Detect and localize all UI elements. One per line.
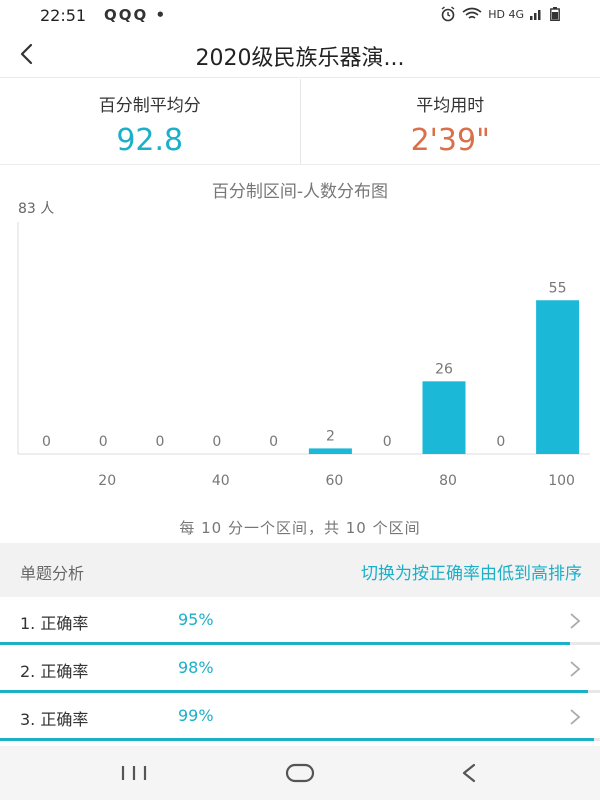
chart-bar — [308, 448, 352, 454]
bar-value-label: 0 — [42, 434, 51, 450]
chart-footnote: 每 10 分一个区间，共 10 个区间 — [179, 519, 421, 537]
chart-title: 百分制区间-人数分布图 — [211, 182, 389, 202]
chevron-right-icon — [570, 709, 581, 725]
network-type: HD 4G — [488, 7, 524, 21]
wifi-icon — [462, 7, 482, 19]
bar-value-label: 0 — [496, 434, 505, 450]
avg-score-card: 百分制平均分 92.8 — [0, 79, 300, 164]
sort-toggle-link[interactable]: 切换为按正确率由低到高排序 — [361, 564, 582, 584]
recent-apps-icon — [121, 766, 147, 780]
analysis-title: 单题分析 — [20, 564, 85, 583]
bar-value-label: 55 — [549, 280, 567, 296]
chevron-right-icon — [570, 661, 581, 677]
correct-rate-value: 99% — [178, 706, 214, 725]
question-list: 1. 正确率 95% 2. 正确率 98% 3. 正确率 99% — [0, 597, 600, 741]
battery-icon — [550, 7, 560, 21]
correct-rate-value: 95% — [178, 610, 214, 629]
rate-progress-bar — [0, 738, 594, 741]
bar-value-label: 2 — [326, 428, 335, 444]
x-tick-label: 20 — [98, 473, 116, 489]
bar-value-label: 0 — [99, 434, 108, 450]
avg-time-label: 平均用时 — [416, 96, 485, 116]
bar-value-label: 0 — [156, 434, 165, 450]
score-distribution-chart: 百分制区间-人数分布图 83 人 0 0 0 0 0 2 0 26 0 55 20 40 60 80 100 … — [0, 165, 600, 543]
signal-icon — [530, 10, 541, 20]
status-bar: 22:51 QQQ • HD 4G — [0, 0, 600, 32]
x-tick-label: 80 — [439, 473, 457, 489]
question-row[interactable]: 2. 正确率 98% — [0, 645, 600, 693]
rate-progress-bar — [0, 690, 588, 693]
avg-score-value: 92.8 — [116, 123, 184, 158]
nav-back-button[interactable] — [450, 760, 490, 786]
bar-value-label: 0 — [383, 434, 392, 450]
chart-bar — [536, 300, 580, 454]
y-axis-label: 83 人 — [18, 201, 54, 217]
bar-value-label: 0 — [212, 434, 221, 450]
status-time: 22:51 — [40, 6, 87, 25]
avg-score-label: 百分制平均分 — [98, 96, 201, 116]
x-tick-label: 60 — [325, 473, 343, 489]
status-indicators: HD 4G — [440, 6, 560, 22]
chevron-left-icon — [20, 43, 33, 65]
back-button[interactable] — [10, 36, 46, 72]
recent-apps-button[interactable] — [114, 760, 154, 786]
x-tick-label: 100 — [548, 473, 575, 489]
question-label: 2. 正确率 — [20, 662, 89, 681]
chart-bar — [422, 381, 466, 454]
page-title: 2020级民族乐器演... — [195, 46, 405, 71]
home-icon — [285, 763, 315, 783]
back-icon — [462, 763, 476, 783]
question-row[interactable]: 1. 正确率 95% — [0, 597, 600, 645]
bar-value-label: 26 — [435, 361, 453, 377]
chevron-right-icon — [570, 613, 581, 629]
analysis-header: 单题分析 切换为按正确率由低到高排序 — [0, 543, 600, 597]
app-header: 2020级民族乐器演... — [0, 32, 600, 78]
question-label: 3. 正确率 — [20, 710, 89, 729]
system-nav-bar — [0, 746, 600, 800]
avg-time-value: 2'39" — [410, 123, 490, 158]
summary-stats: 百分制平均分 92.8 平均用时 2'39" — [0, 79, 600, 165]
avg-time-card: 平均用时 2'39" — [299, 79, 600, 164]
x-tick-label: 40 — [212, 473, 230, 489]
correct-rate-value: 98% — [178, 658, 214, 677]
question-row[interactable]: 3. 正确率 99% — [0, 693, 600, 741]
rate-progress-bar — [0, 642, 570, 645]
question-label: 1. 正确率 — [20, 614, 89, 633]
notification-icons: QQQ • — [104, 6, 168, 24]
home-button[interactable] — [280, 760, 320, 786]
alarm-icon — [441, 6, 455, 22]
bar-value-label: 0 — [269, 434, 278, 450]
